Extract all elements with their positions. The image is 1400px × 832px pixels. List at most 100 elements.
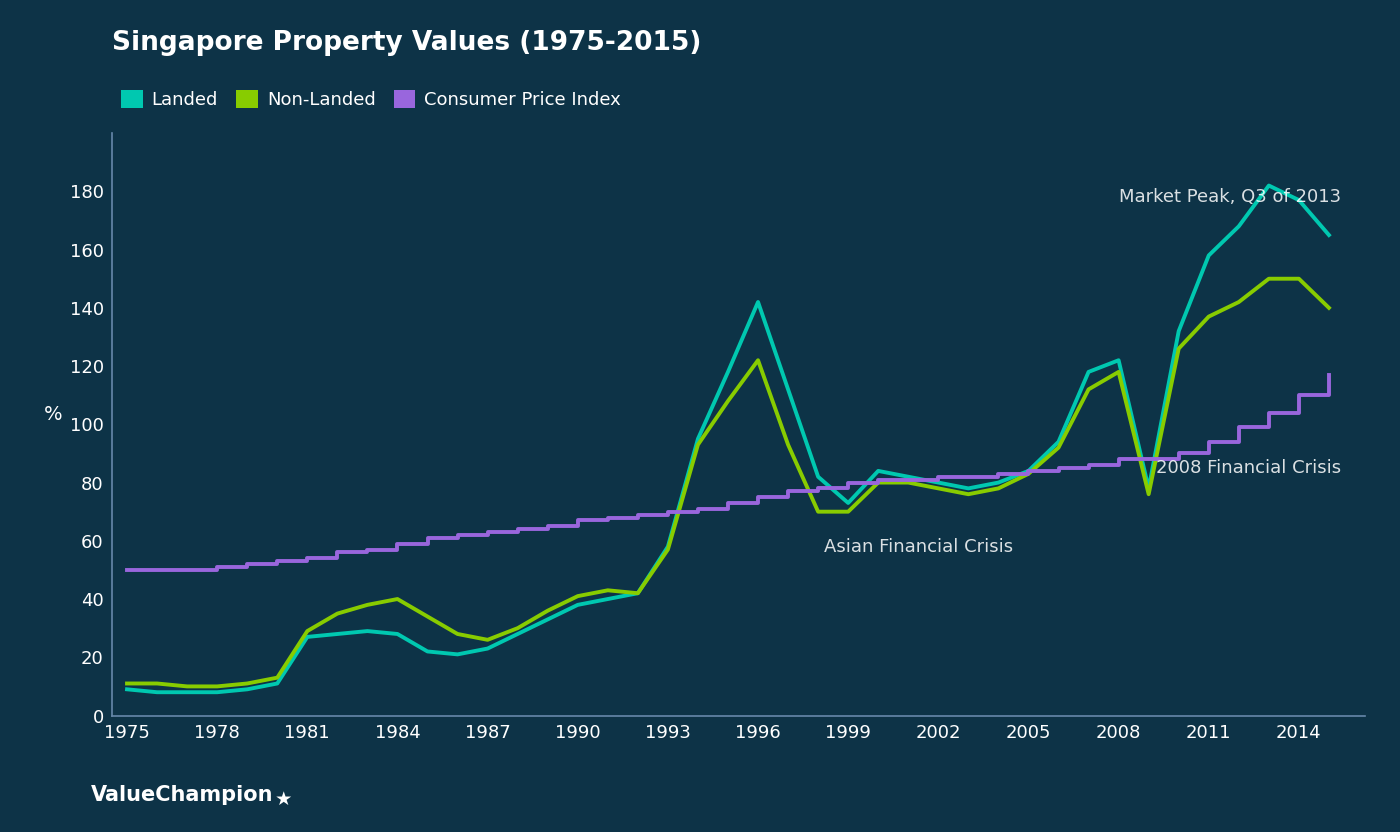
Consumer Price Index: [510, 524, 526, 534]
Landed: [510, 629, 526, 639]
Consumer Price Index: [1170, 448, 1187, 458]
Landed: [869, 466, 886, 476]
Landed: [990, 478, 1007, 488]
Landed: [570, 600, 587, 610]
Text: Market Peak, Q3 of 2013: Market Peak, Q3 of 2013: [1119, 188, 1341, 206]
Landed: [329, 629, 346, 639]
Consumer Price Index: [930, 472, 946, 482]
Landed: [1320, 230, 1337, 240]
Non-Landed: [1260, 274, 1277, 284]
Consumer Price Index: [1260, 408, 1277, 418]
Landed: [659, 542, 676, 552]
Consumer Price Index: [1200, 437, 1217, 447]
Text: 2008 Financial Crisis: 2008 Financial Crisis: [1156, 459, 1341, 477]
Non-Landed: [510, 623, 526, 633]
Non-Landed: [419, 612, 435, 622]
Landed: [930, 478, 946, 488]
Non-Landed: [780, 439, 797, 449]
Landed: [119, 684, 136, 694]
Landed: [358, 626, 375, 636]
Non-Landed: [900, 478, 917, 488]
Line: Non-Landed: Non-Landed: [127, 279, 1329, 686]
Consumer Price Index: [749, 492, 766, 502]
Consumer Price Index: [358, 544, 375, 554]
Consumer Price Index: [690, 503, 707, 513]
Landed: [900, 472, 917, 482]
Non-Landed: [209, 681, 225, 691]
Non-Landed: [449, 629, 466, 639]
Landed: [419, 646, 435, 656]
Landed: [269, 679, 286, 689]
Consumer Price Index: [269, 556, 286, 566]
Landed: [1231, 221, 1247, 231]
Non-Landed: [690, 439, 707, 449]
Consumer Price Index: [809, 483, 826, 493]
Consumer Price Index: [419, 532, 435, 542]
Consumer Price Index: [1140, 454, 1156, 464]
Text: Singapore Property Values (1975-2015): Singapore Property Values (1975-2015): [112, 30, 701, 56]
Consumer Price Index: [599, 513, 616, 522]
Consumer Price Index: [148, 565, 165, 575]
Consumer Price Index: [780, 486, 797, 496]
Landed: [449, 649, 466, 659]
Consumer Price Index: [869, 474, 886, 484]
Non-Landed: [570, 591, 587, 601]
Line: Landed: Landed: [127, 186, 1329, 692]
Non-Landed: [1050, 443, 1067, 453]
Non-Landed: [1021, 468, 1037, 478]
Landed: [479, 644, 496, 654]
Landed: [809, 472, 826, 482]
Landed: [1050, 437, 1067, 447]
Consumer Price Index: [630, 509, 647, 519]
Consumer Price Index: [179, 565, 196, 575]
Legend: Landed, Non-Landed, Consumer Price Index: Landed, Non-Landed, Consumer Price Index: [120, 90, 622, 109]
Non-Landed: [119, 679, 136, 689]
Consumer Price Index: [479, 527, 496, 537]
Landed: [599, 594, 616, 604]
Consumer Price Index: [1081, 460, 1098, 470]
Landed: [1260, 181, 1277, 191]
Consumer Price Index: [300, 553, 316, 563]
Consumer Price Index: [570, 515, 587, 526]
Landed: [209, 687, 225, 697]
Text: ★: ★: [274, 790, 293, 809]
Non-Landed: [809, 507, 826, 517]
Text: ValueChampion: ValueChampion: [91, 785, 273, 805]
Non-Landed: [630, 588, 647, 598]
Consumer Price Index: [239, 559, 256, 569]
Consumer Price Index: [1231, 422, 1247, 433]
Landed: [840, 498, 857, 508]
Non-Landed: [479, 635, 496, 645]
Non-Landed: [148, 679, 165, 689]
Landed: [630, 588, 647, 598]
Landed: [1110, 355, 1127, 365]
Landed: [389, 629, 406, 639]
Consumer Price Index: [990, 468, 1007, 478]
Non-Landed: [1200, 311, 1217, 321]
Non-Landed: [1320, 303, 1337, 313]
Non-Landed: [300, 626, 316, 636]
Non-Landed: [389, 594, 406, 604]
Y-axis label: %: %: [43, 405, 62, 424]
Landed: [239, 684, 256, 694]
Non-Landed: [960, 489, 977, 499]
Non-Landed: [749, 355, 766, 365]
Consumer Price Index: [840, 478, 857, 488]
Consumer Price Index: [900, 474, 917, 484]
Landed: [1081, 367, 1098, 377]
Landed: [720, 367, 736, 377]
Non-Landed: [599, 586, 616, 596]
Non-Landed: [840, 507, 857, 517]
Landed: [1291, 195, 1308, 205]
Non-Landed: [930, 483, 946, 493]
Non-Landed: [869, 478, 886, 488]
Non-Landed: [269, 672, 286, 682]
Non-Landed: [1081, 384, 1098, 394]
Consumer Price Index: [539, 521, 556, 532]
Landed: [749, 297, 766, 307]
Non-Landed: [358, 600, 375, 610]
Consumer Price Index: [389, 539, 406, 549]
Consumer Price Index: [1320, 369, 1337, 379]
Non-Landed: [720, 396, 736, 406]
Line: Consumer Price Index: Consumer Price Index: [127, 374, 1329, 570]
